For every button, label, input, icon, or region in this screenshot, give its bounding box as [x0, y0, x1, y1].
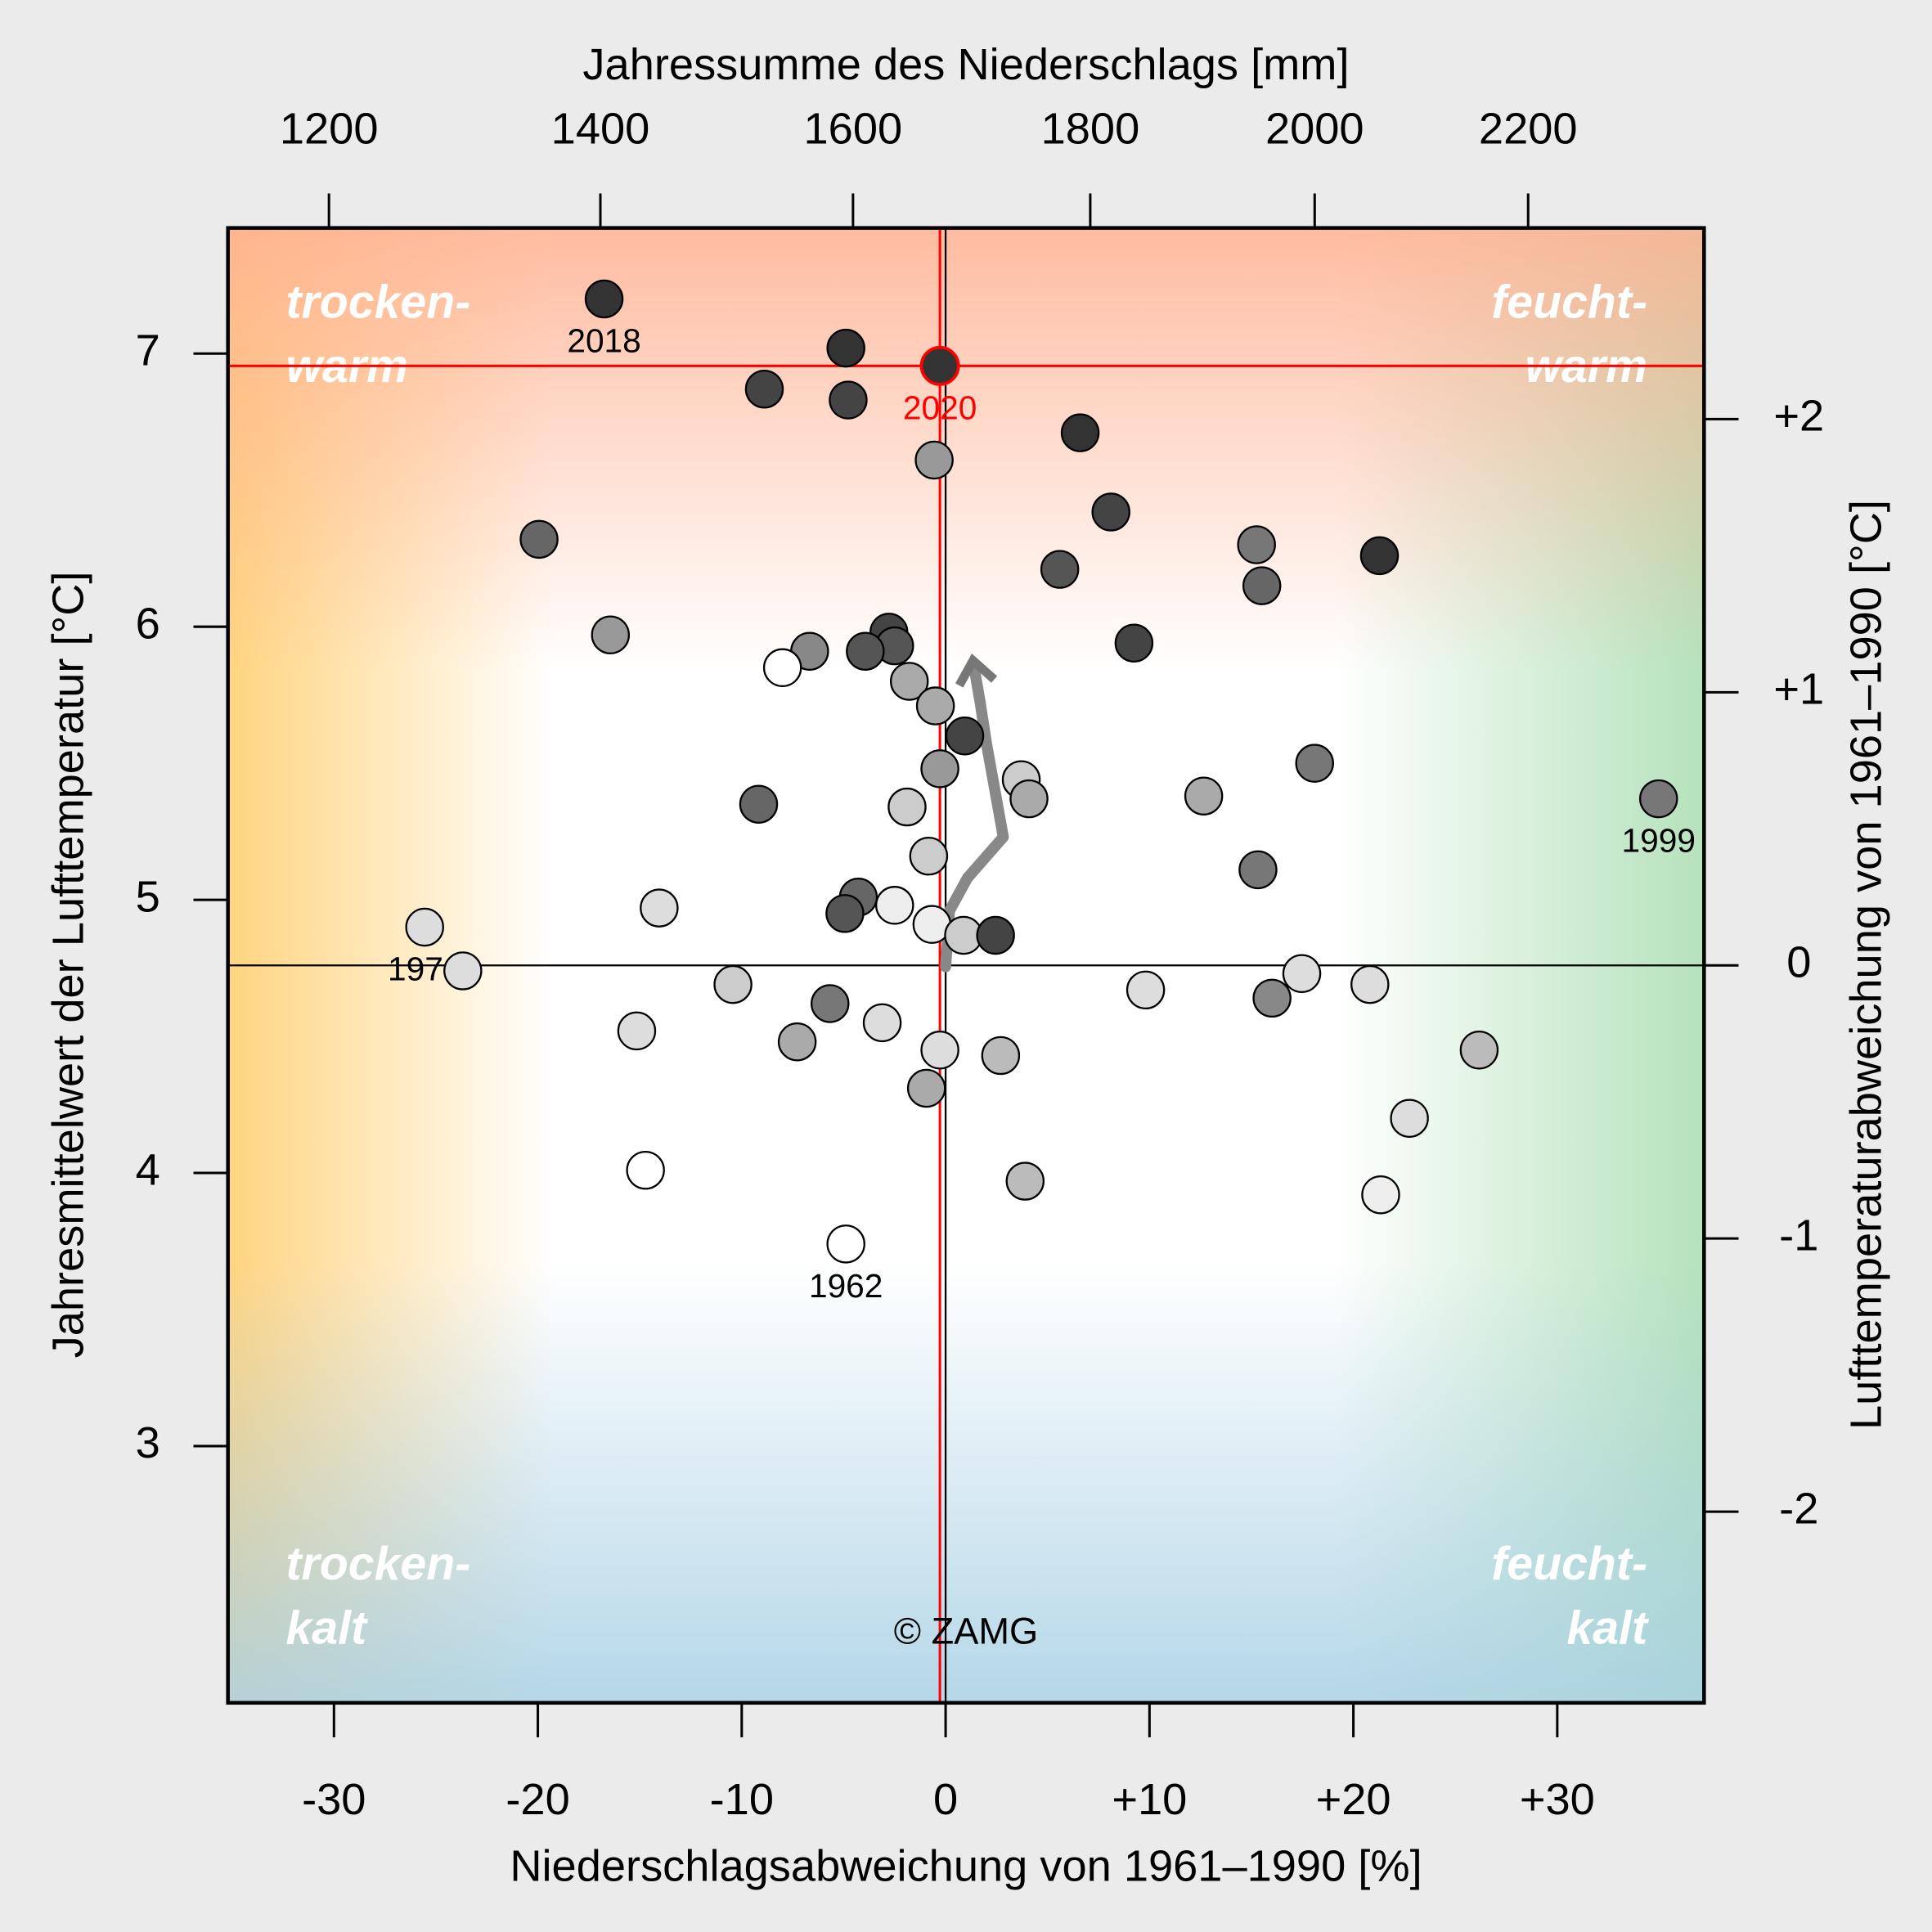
data-point — [862, 1003, 902, 1043]
quadrant-label: feucht- — [1491, 276, 1647, 329]
data-point — [626, 1150, 665, 1190]
data-point — [811, 984, 850, 1023]
y2-axis-title: Lufttemperaturabweichung von 1961–1990 [… — [1842, 500, 1891, 1430]
data-point — [1242, 566, 1282, 605]
data-point — [640, 888, 679, 928]
data-point — [915, 686, 955, 726]
data-point — [825, 894, 865, 933]
x2-axis-title: Jahressumme des Niederschlags [mm] — [582, 40, 1349, 89]
y2-tick-label: -2 — [1779, 1484, 1818, 1533]
data-point — [1282, 954, 1322, 993]
data-point — [1184, 776, 1224, 815]
data-point — [405, 907, 444, 947]
data-point — [1238, 850, 1278, 890]
point-label: 1999 — [1622, 822, 1696, 860]
y2-tick-label: +2 — [1773, 392, 1824, 441]
y-tick-label: 7 — [136, 326, 160, 375]
credit: © ZAMG — [894, 1610, 1038, 1651]
quadrant-label: trocken- — [285, 1538, 470, 1590]
x2-tick-label: 1200 — [280, 105, 379, 154]
data-point — [920, 1031, 959, 1070]
y-tick-label: 3 — [136, 1418, 160, 1467]
data-point — [1295, 744, 1334, 783]
x-tick-label: +20 — [1316, 1775, 1391, 1824]
data-point — [1639, 779, 1678, 819]
data-point — [906, 1068, 946, 1108]
y-tick-label: 5 — [136, 872, 160, 921]
x2-tick-label: 1400 — [551, 105, 650, 154]
data-point — [846, 631, 885, 671]
data-point — [1390, 1099, 1429, 1138]
data-point — [945, 717, 985, 756]
data-point — [713, 964, 753, 1004]
data-point — [909, 836, 949, 876]
y2-tick-label: 0 — [1786, 938, 1811, 987]
point-label: 2018 — [567, 321, 640, 359]
x-axis-title: Niederschlagsabweichung von 1961–1990 [%… — [510, 1842, 1422, 1891]
x-tick-label: -30 — [302, 1775, 366, 1824]
point-label: 2020 — [903, 389, 977, 426]
data-point — [1237, 525, 1276, 564]
quadrant-label: kalt — [1566, 1602, 1650, 1655]
quadrant-label: trocken- — [285, 276, 470, 329]
data-point — [914, 440, 954, 480]
x-tick-label: +10 — [1112, 1775, 1187, 1824]
data-point — [1009, 779, 1049, 819]
data-point — [1114, 623, 1154, 663]
data-point — [1359, 536, 1400, 576]
data-point — [777, 1022, 817, 1062]
y2-tick-label: -1 — [1779, 1211, 1818, 1260]
quadrant-label: feucht- — [1491, 1538, 1647, 1590]
data-point — [1126, 970, 1166, 1010]
data-point — [875, 886, 914, 925]
quadrant-label: kalt — [285, 1602, 369, 1655]
point-label: 1962 — [809, 1267, 883, 1305]
data-point — [981, 1036, 1021, 1076]
data-point — [744, 369, 784, 409]
data-point — [920, 749, 959, 789]
x2-tick-label: 1800 — [1041, 105, 1140, 154]
data-point — [1350, 964, 1390, 1004]
data-point — [617, 1011, 657, 1051]
data-point — [591, 615, 631, 654]
y-tick-label: 6 — [136, 600, 160, 649]
y-tick-label: 4 — [136, 1145, 160, 1194]
data-point — [1005, 1161, 1045, 1201]
y2-tick-label: +1 — [1773, 665, 1824, 714]
data-point — [826, 1224, 865, 1264]
data-point — [826, 328, 865, 368]
data-point — [739, 784, 779, 824]
data-point — [1252, 978, 1292, 1018]
data-point — [584, 279, 624, 319]
data-point — [919, 345, 960, 386]
data-point — [443, 951, 483, 991]
data-point — [976, 915, 1015, 955]
trend-line — [940, 654, 1009, 973]
y-axis-title: Jahresmittelwert der Lufttemperatur [°C] — [44, 572, 93, 1359]
x-tick-label: -10 — [710, 1775, 774, 1824]
data-point — [519, 519, 559, 559]
data-point — [762, 648, 802, 688]
x-tick-label: +30 — [1520, 1775, 1595, 1824]
x2-tick-label: 2200 — [1479, 105, 1578, 154]
x-tick-label: -20 — [505, 1775, 569, 1824]
data-point — [1361, 1175, 1400, 1215]
data-point — [1459, 1031, 1499, 1070]
data-point — [889, 662, 929, 701]
data-point — [1091, 492, 1130, 532]
data-point — [829, 380, 868, 420]
x2-tick-label: 1600 — [804, 105, 903, 154]
data-point — [887, 787, 927, 827]
x-tick-label: 0 — [933, 1775, 958, 1824]
data-point — [1060, 413, 1100, 452]
data-point — [1040, 550, 1080, 589]
x2-tick-label: 2000 — [1265, 105, 1364, 154]
